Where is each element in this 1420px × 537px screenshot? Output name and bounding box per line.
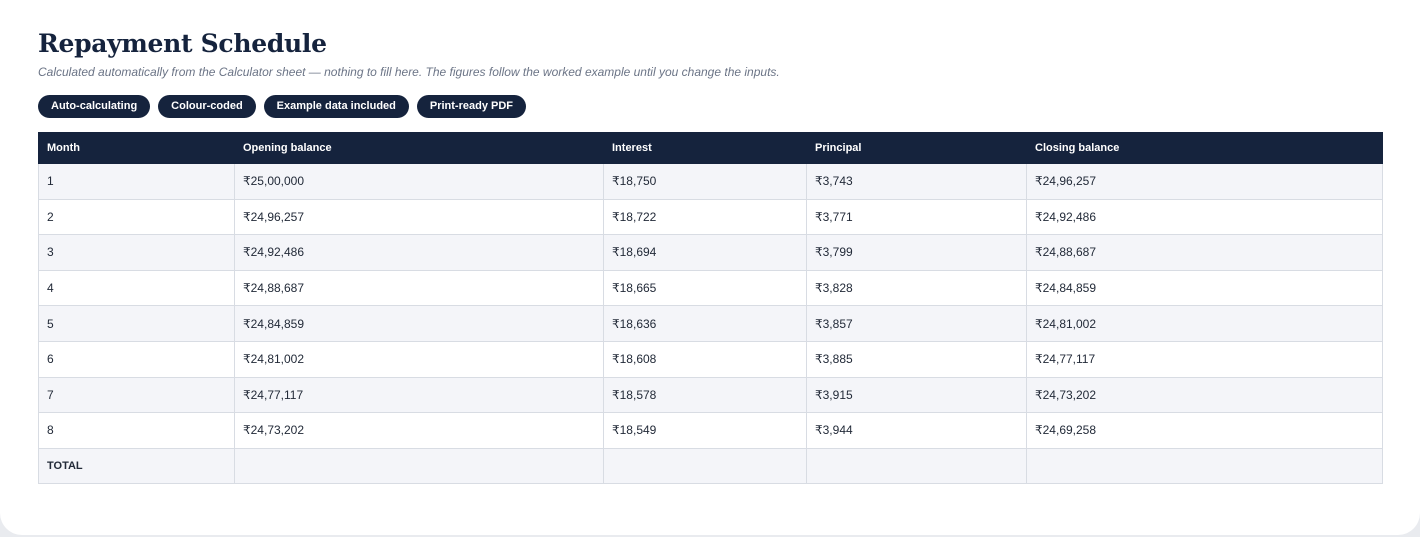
column-header-month: Month [38, 132, 235, 164]
cell-opening-balance[interactable]: ₹24,92,486 [234, 234, 604, 271]
cell-opening-balance[interactable]: ₹25,00,000 [234, 163, 604, 200]
cell-interest[interactable]: ₹18,578 [603, 376, 807, 414]
cell-opening-balance[interactable]: ₹24,81,002 [234, 340, 604, 378]
cell-principal[interactable]: ₹3,743 [806, 163, 1027, 200]
cell-closing-balance[interactable]: ₹24,73,202 [1026, 376, 1383, 414]
table-row: 1 ₹25,00,000 ₹18,750 ₹3,743 ₹24,96,257 [38, 163, 1383, 200]
table-header-row: Month Opening balance Interest Principal… [38, 132, 1383, 164]
column-header-interest: Interest [603, 132, 807, 164]
cell-interest[interactable]: ₹18,608 [603, 340, 807, 378]
total-interest[interactable] [603, 447, 807, 485]
table-row: 3 ₹24,92,486 ₹18,694 ₹3,799 ₹24,88,687 [38, 234, 1383, 271]
page-subtitle: Calculated automatically from the Calcul… [38, 65, 780, 79]
cell-interest[interactable]: ₹18,665 [603, 269, 807, 307]
badge-print-ready-pdf: Print-ready PDF [416, 95, 527, 118]
cell-principal[interactable]: ₹3,885 [806, 340, 1027, 378]
cell-opening-balance[interactable]: ₹24,73,202 [234, 412, 604, 449]
total-closing-balance[interactable] [1026, 447, 1383, 485]
cell-principal[interactable]: ₹3,799 [806, 234, 1027, 271]
cell-principal[interactable]: ₹3,828 [806, 269, 1027, 307]
cell-month[interactable]: 6 [38, 340, 235, 378]
cell-closing-balance[interactable]: ₹24,96,257 [1026, 163, 1383, 200]
cell-closing-balance[interactable]: ₹24,77,117 [1026, 340, 1383, 378]
table-row: 4 ₹24,88,687 ₹18,665 ₹3,828 ₹24,84,859 [38, 269, 1383, 307]
table-row: 8 ₹24,73,202 ₹18,549 ₹3,944 ₹24,69,258 [38, 412, 1383, 449]
cell-closing-balance[interactable]: ₹24,92,486 [1026, 198, 1383, 236]
column-header-closing-balance: Closing balance [1026, 132, 1383, 164]
total-principal[interactable] [806, 447, 1027, 485]
table-row: 2 ₹24,96,257 ₹18,722 ₹3,771 ₹24,92,486 [38, 198, 1383, 236]
cell-closing-balance[interactable]: ₹24,69,258 [1026, 412, 1383, 449]
cell-interest[interactable]: ₹18,636 [603, 305, 807, 342]
table-row: 6 ₹24,81,002 ₹18,608 ₹3,885 ₹24,77,117 [38, 340, 1383, 378]
cell-principal[interactable]: ₹3,857 [806, 305, 1027, 342]
cell-interest[interactable]: ₹18,549 [603, 412, 807, 449]
column-header-principal: Principal [806, 132, 1027, 164]
cell-closing-balance[interactable]: ₹24,84,859 [1026, 269, 1383, 307]
repayment-table: Month Opening balance Interest Principal… [38, 132, 1383, 485]
cell-month[interactable]: 7 [38, 376, 235, 414]
cell-principal[interactable]: ₹3,944 [806, 412, 1027, 449]
cell-interest[interactable]: ₹18,750 [603, 163, 807, 200]
cell-month[interactable]: 5 [38, 305, 235, 342]
cell-closing-balance[interactable]: ₹24,81,002 [1026, 305, 1383, 342]
total-row: TOTAL [38, 447, 1383, 485]
cell-closing-balance[interactable]: ₹24,88,687 [1026, 234, 1383, 271]
total-opening-balance[interactable] [234, 447, 604, 485]
cell-opening-balance[interactable]: ₹24,96,257 [234, 198, 604, 236]
cell-month[interactable]: 2 [38, 198, 235, 236]
table-row: 7 ₹24,77,117 ₹18,578 ₹3,915 ₹24,73,202 [38, 376, 1383, 414]
cell-principal[interactable]: ₹3,915 [806, 376, 1027, 414]
cell-month[interactable]: 4 [38, 269, 235, 307]
table-row: 5 ₹24,84,859 ₹18,636 ₹3,857 ₹24,81,002 [38, 305, 1383, 342]
feature-badges: Auto-calculating Colour-coded Example da… [38, 95, 527, 118]
cell-month[interactable]: 8 [38, 412, 235, 449]
total-label[interactable]: TOTAL [38, 447, 235, 485]
badge-auto-calculating: Auto-calculating [38, 95, 151, 118]
cell-interest[interactable]: ₹18,694 [603, 234, 807, 271]
cell-interest[interactable]: ₹18,722 [603, 198, 807, 236]
cell-opening-balance[interactable]: ₹24,77,117 [234, 376, 604, 414]
cell-opening-balance[interactable]: ₹24,84,859 [234, 305, 604, 342]
column-header-opening-balance: Opening balance [234, 132, 604, 164]
badge-colour-coded: Colour-coded [158, 95, 256, 118]
page-title: Repayment Schedule [38, 29, 327, 58]
cell-principal[interactable]: ₹3,771 [806, 198, 1027, 236]
cell-month[interactable]: 1 [38, 163, 235, 200]
cell-month[interactable]: 3 [38, 234, 235, 271]
badge-example-data: Example data included [263, 95, 409, 118]
cell-opening-balance[interactable]: ₹24,88,687 [234, 269, 604, 307]
